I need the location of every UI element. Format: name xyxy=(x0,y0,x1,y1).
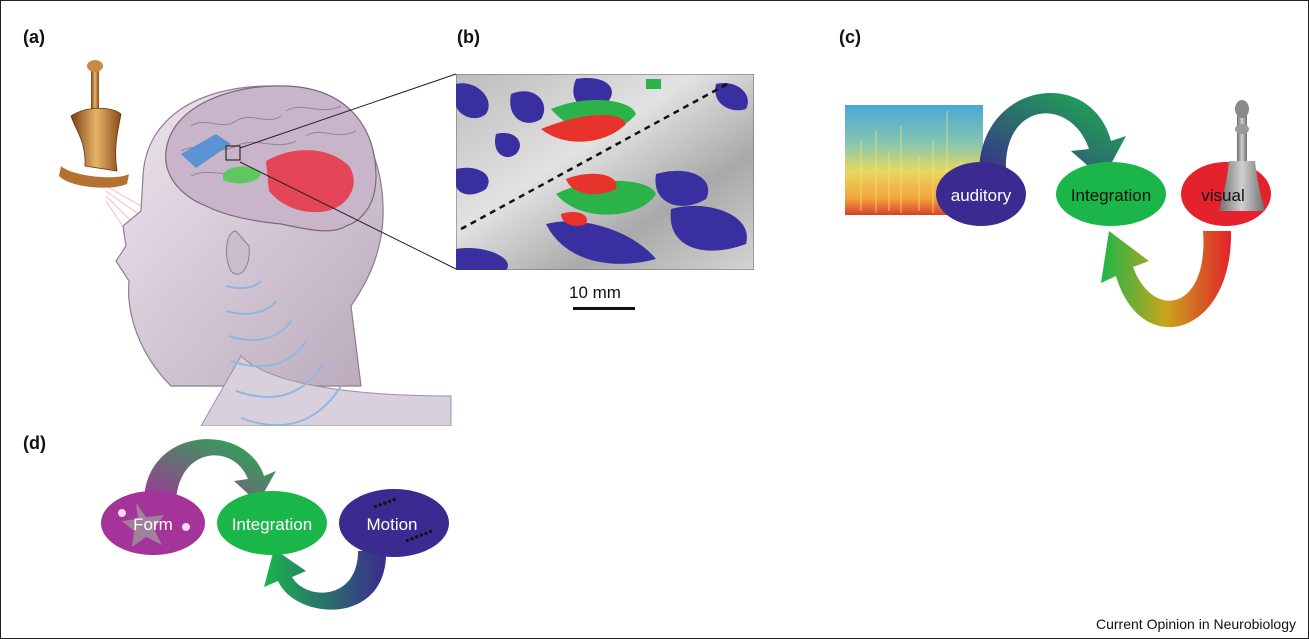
panel-c-diagram: auditory Integration visual xyxy=(845,92,1271,328)
auditory-node-label: auditory xyxy=(951,186,1012,205)
form-node-label: Form xyxy=(133,515,173,534)
panel-a-label: (a) xyxy=(23,27,45,47)
integration-node-d-label: Integration xyxy=(232,515,312,534)
arrow-motion-to-integration xyxy=(264,549,387,610)
arrow-form-to-integration xyxy=(144,439,276,503)
red-activation xyxy=(541,114,626,226)
boundary-dashed-line xyxy=(460,80,732,231)
brain-blue-region xyxy=(181,134,231,168)
motion-node xyxy=(339,489,449,557)
arrow-auditory-to-integration xyxy=(979,92,1126,179)
visual-node-label: visual xyxy=(1201,186,1244,205)
form-glint-right xyxy=(182,523,190,531)
panel-d-label: (d) xyxy=(23,433,46,453)
integration-node-d xyxy=(217,491,327,555)
sound-waves xyxy=(225,280,342,426)
panel-c-label: (c) xyxy=(839,27,861,47)
bell-icon xyxy=(59,60,129,188)
zoom-box xyxy=(225,145,241,161)
motion-node-label: Motion xyxy=(366,515,417,534)
form-glint-left xyxy=(118,509,126,517)
motion-dots xyxy=(373,497,433,543)
scale-bar-label: 10 mm xyxy=(569,283,621,302)
brain-green-region xyxy=(223,166,261,184)
head-illustration xyxy=(59,60,452,426)
activation-map xyxy=(456,74,754,270)
integration-node-c xyxy=(1056,162,1166,226)
star-shape xyxy=(122,503,164,547)
gray-bell-icon xyxy=(1219,100,1265,211)
brain-red-region xyxy=(266,150,354,213)
blue-activation xyxy=(456,78,748,270)
auditory-node xyxy=(936,162,1026,226)
arrow-visual-to-integration xyxy=(1101,231,1232,328)
panel-b-label: (b) xyxy=(457,27,480,47)
panel-d-diagram: Form Integration Motion xyxy=(101,439,449,610)
journal-footer: Current Opinion in Neurobiology xyxy=(1096,616,1296,632)
integration-node-c-label: Integration xyxy=(1071,186,1151,205)
scale-bar xyxy=(573,307,635,310)
